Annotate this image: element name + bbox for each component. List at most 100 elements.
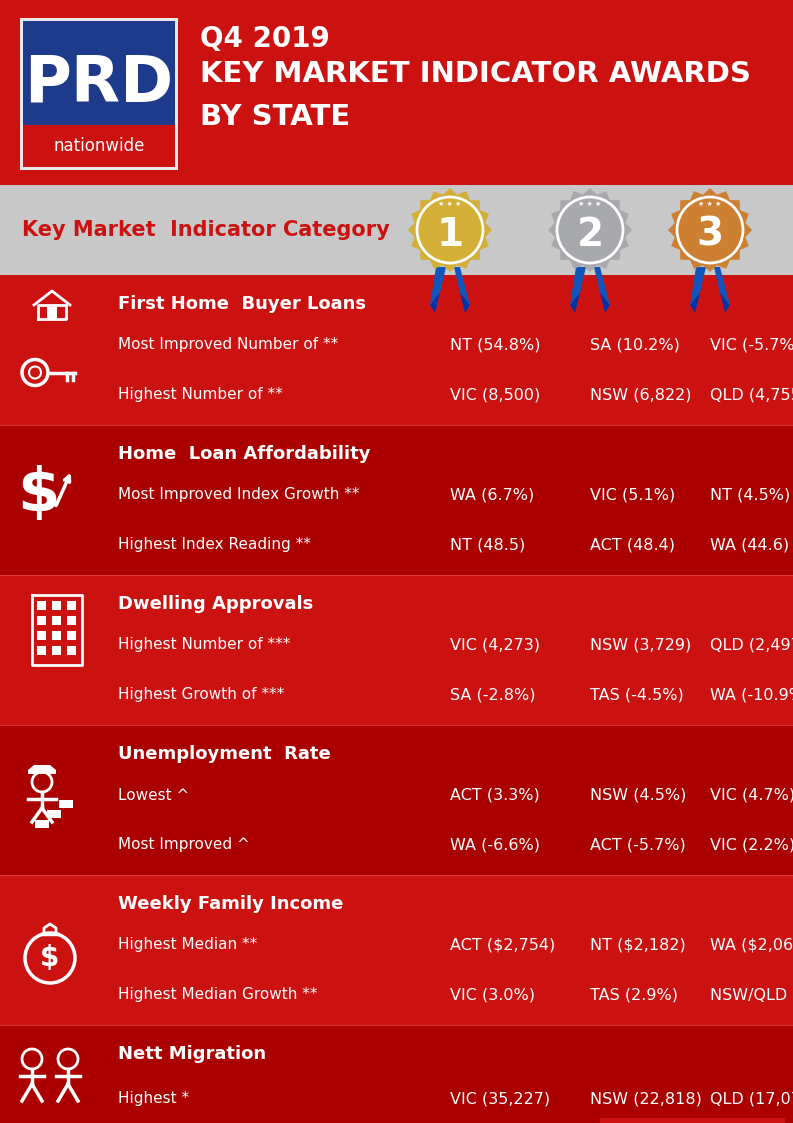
Polygon shape — [28, 765, 56, 774]
FancyBboxPatch shape — [67, 617, 76, 626]
Polygon shape — [430, 293, 440, 313]
Text: SA (10.2%): SA (10.2%) — [590, 338, 680, 353]
Text: ★ ★ ★: ★ ★ ★ — [578, 201, 602, 207]
FancyBboxPatch shape — [52, 601, 61, 610]
Circle shape — [70, 400, 390, 720]
Circle shape — [525, 905, 615, 995]
FancyBboxPatch shape — [37, 631, 46, 640]
Text: VIC (4.7%): VIC (4.7%) — [710, 787, 793, 803]
Polygon shape — [690, 293, 700, 313]
FancyBboxPatch shape — [600, 1119, 785, 1123]
Text: 1: 1 — [436, 216, 464, 254]
Text: 3: 3 — [696, 216, 723, 254]
FancyBboxPatch shape — [59, 800, 73, 809]
Text: Most Improved Number of **: Most Improved Number of ** — [118, 338, 339, 353]
Polygon shape — [720, 293, 730, 313]
Text: Most Improved Index Growth **: Most Improved Index Growth ** — [118, 487, 359, 502]
Polygon shape — [548, 188, 632, 272]
Text: PRD: PRD — [25, 52, 174, 115]
Text: Lowest ^: Lowest ^ — [118, 787, 190, 803]
Text: SA (-2.8%): SA (-2.8%) — [450, 687, 535, 703]
Text: BY STATE: BY STATE — [200, 103, 351, 131]
Text: Highest Number of **: Highest Number of ** — [118, 387, 283, 402]
Text: ★ ★ ★: ★ ★ ★ — [439, 201, 462, 207]
Text: 2: 2 — [577, 216, 603, 254]
FancyBboxPatch shape — [67, 601, 76, 610]
Text: $: $ — [40, 944, 59, 973]
FancyBboxPatch shape — [37, 646, 46, 655]
Text: VIC (4,273): VIC (4,273) — [450, 638, 540, 652]
Text: Q4 2019: Q4 2019 — [200, 25, 330, 53]
Polygon shape — [690, 267, 706, 305]
Text: Dwelling Approvals: Dwelling Approvals — [118, 595, 313, 613]
Text: Highest Index Reading **: Highest Index Reading ** — [118, 538, 311, 553]
Text: VIC (5.1%): VIC (5.1%) — [590, 487, 676, 502]
FancyBboxPatch shape — [160, 300, 740, 930]
Text: Home  Loan Affordability: Home Loan Affordability — [118, 445, 370, 463]
FancyBboxPatch shape — [47, 307, 57, 319]
Text: Highest Median **: Highest Median ** — [118, 938, 257, 952]
Circle shape — [557, 197, 623, 263]
Circle shape — [29, 366, 41, 378]
Text: WA (6.7%): WA (6.7%) — [450, 487, 534, 502]
Text: Highest Growth of ***: Highest Growth of *** — [118, 687, 284, 703]
Text: VIC (-5.7%): VIC (-5.7%) — [710, 338, 793, 353]
Text: $: $ — [17, 466, 59, 524]
FancyBboxPatch shape — [52, 646, 61, 655]
Text: nationwide: nationwide — [53, 137, 144, 155]
Polygon shape — [714, 267, 730, 305]
Circle shape — [270, 270, 510, 510]
Text: TAS (2.9%): TAS (2.9%) — [590, 987, 678, 1003]
FancyBboxPatch shape — [0, 275, 793, 424]
FancyBboxPatch shape — [52, 631, 61, 640]
FancyBboxPatch shape — [0, 0, 793, 185]
Text: WA (-6.6%): WA (-6.6%) — [450, 838, 540, 852]
Text: WA (-10.9%): WA (-10.9%) — [710, 687, 793, 703]
FancyBboxPatch shape — [0, 575, 793, 725]
FancyBboxPatch shape — [23, 125, 175, 167]
Polygon shape — [594, 267, 610, 305]
FancyBboxPatch shape — [47, 810, 61, 818]
Text: WA (44.6): WA (44.6) — [710, 538, 789, 553]
Text: NSW/QLD (2.7%): NSW/QLD (2.7%) — [710, 987, 793, 1003]
Text: ACT (48.4): ACT (48.4) — [590, 538, 675, 553]
Text: QLD (2,497): QLD (2,497) — [710, 638, 793, 652]
Text: NSW (3,729): NSW (3,729) — [590, 638, 691, 652]
FancyBboxPatch shape — [0, 185, 793, 275]
Text: VIC (3.0%): VIC (3.0%) — [450, 987, 535, 1003]
FancyBboxPatch shape — [67, 646, 76, 655]
Text: VIC (8,500): VIC (8,500) — [450, 387, 540, 402]
FancyBboxPatch shape — [0, 1025, 793, 1123]
Text: KEY MARKET INDICATOR AWARDS: KEY MARKET INDICATOR AWARDS — [200, 60, 751, 88]
Text: WA ($2,069): WA ($2,069) — [710, 938, 793, 952]
Text: VIC (35,227): VIC (35,227) — [450, 1092, 550, 1106]
Text: NSW (22,818): NSW (22,818) — [590, 1092, 702, 1106]
Text: QLD (4,755): QLD (4,755) — [710, 387, 793, 402]
Text: TAS (-4.5%): TAS (-4.5%) — [590, 687, 684, 703]
FancyBboxPatch shape — [0, 875, 793, 1025]
Polygon shape — [570, 293, 580, 313]
Text: NT (54.8%): NT (54.8%) — [450, 338, 541, 353]
Circle shape — [417, 197, 483, 263]
Text: Highest Median Growth **: Highest Median Growth ** — [118, 987, 317, 1003]
Text: NSW (6,822): NSW (6,822) — [590, 387, 691, 402]
Text: Highest Number of ***: Highest Number of *** — [118, 638, 290, 652]
Text: NSW (4.5%): NSW (4.5%) — [590, 787, 687, 803]
Text: Weekly Family Income: Weekly Family Income — [118, 895, 343, 913]
Polygon shape — [430, 267, 446, 305]
Polygon shape — [460, 293, 470, 313]
Text: NT ($2,182): NT ($2,182) — [590, 938, 686, 952]
Text: ACT (-5.7%): ACT (-5.7%) — [590, 838, 686, 852]
Polygon shape — [600, 293, 610, 313]
Polygon shape — [454, 267, 470, 305]
FancyBboxPatch shape — [35, 820, 49, 828]
FancyBboxPatch shape — [23, 21, 175, 167]
Polygon shape — [570, 267, 586, 305]
Text: VIC (2.2%): VIC (2.2%) — [710, 838, 793, 852]
FancyBboxPatch shape — [0, 725, 793, 875]
Circle shape — [677, 197, 743, 263]
FancyBboxPatch shape — [530, 350, 740, 670]
FancyBboxPatch shape — [20, 18, 178, 170]
Polygon shape — [668, 188, 752, 272]
Text: Most Improved ^: Most Improved ^ — [118, 838, 250, 852]
